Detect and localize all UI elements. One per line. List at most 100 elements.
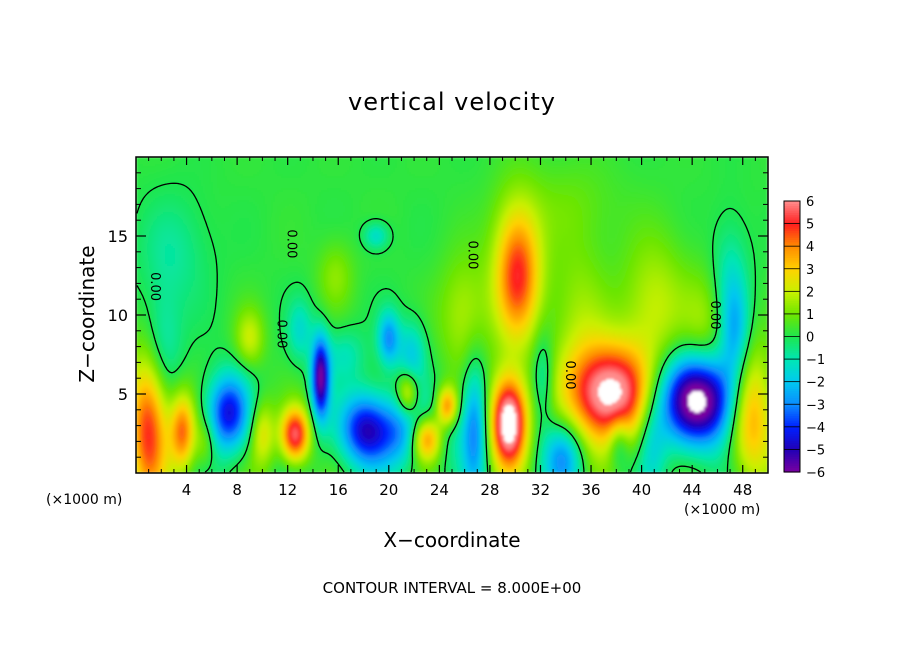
colorbar-tick-label: −2	[806, 376, 825, 391]
colorbar-swatch	[784, 356, 800, 360]
colorbar-swatch	[784, 413, 800, 417]
colorbar-swatch	[784, 399, 800, 403]
y-axis-label: Z−coordinate	[75, 245, 99, 383]
colorbar-swatch	[784, 273, 800, 277]
colorbar-swatch	[784, 411, 800, 414]
colorbar-swatch	[784, 255, 800, 259]
colorbar-swatch	[784, 241, 800, 245]
colorbar-swatch	[784, 462, 800, 466]
colorbar-swatch	[784, 248, 800, 252]
colorbar-swatch	[784, 397, 800, 401]
colorbar-swatch	[784, 361, 800, 365]
colorbar-swatch	[784, 237, 800, 240]
colorbar-swatch	[784, 216, 800, 220]
colorbar-swatch	[784, 277, 800, 281]
colorbar-swatch	[784, 311, 800, 315]
x-tick-label: 48	[733, 481, 752, 499]
colorbar-swatch	[784, 420, 800, 423]
colorbar-swatch	[784, 318, 800, 322]
colorbar-tick-label: 4	[806, 240, 814, 255]
colorbar-swatch	[784, 379, 800, 383]
y-tick-label: 5	[118, 385, 128, 404]
y-tick-label: 15	[108, 227, 128, 246]
colorbar-swatch	[784, 388, 800, 392]
colorbar-swatch	[784, 426, 800, 430]
colorbar-swatch	[784, 404, 800, 408]
colorbar-tick-label: −3	[806, 398, 825, 413]
colorbar-swatch	[784, 458, 800, 462]
colorbar-swatch	[784, 207, 800, 211]
colorbar-swatch	[784, 291, 800, 295]
colorbar-swatch	[784, 264, 800, 268]
colorbar-tick-label: −4	[806, 421, 825, 436]
colorbar-swatch	[784, 252, 800, 256]
colorbar-swatch	[784, 214, 800, 218]
colorbar-swatch	[784, 221, 800, 225]
colorbar-swatch	[784, 300, 800, 304]
colorbar-swatch	[784, 329, 800, 333]
colorbar-swatch	[784, 289, 800, 292]
colorbar-swatch	[784, 320, 800, 324]
contour-label: 0.00	[147, 272, 162, 301]
colorbar-swatch	[784, 201, 800, 204]
colorbar-swatch	[784, 469, 800, 473]
x-tick-label: 8	[232, 481, 242, 499]
colorbar-swatch	[784, 219, 800, 222]
colorbar-swatch	[784, 334, 800, 338]
colorbar-swatch	[784, 456, 800, 460]
contour-label: 0.00	[562, 361, 577, 390]
x-tick-label: 32	[531, 481, 550, 499]
x-tick-label: 36	[581, 481, 600, 499]
x-unit-label-right: (×1000 m)	[684, 502, 761, 518]
x-tick-label: 20	[379, 481, 398, 499]
contour-labels: 0.00 0.00 0.00 0.00 0.00 0.00	[147, 229, 722, 389]
colorbar-swatch	[784, 295, 800, 299]
colorbar-swatch	[784, 401, 800, 405]
colorbar-swatch	[784, 350, 800, 353]
colorbar-swatch	[784, 465, 800, 469]
colorbar-swatch	[784, 246, 800, 250]
colorbar-swatch	[784, 257, 800, 261]
colorbar-swatch	[784, 345, 800, 349]
colorbar-swatch	[784, 316, 800, 320]
colorbar-swatch	[784, 395, 800, 399]
colorbar-swatch	[784, 341, 800, 344]
colorbar-swatch	[784, 392, 800, 396]
y-tick-label: 10	[108, 306, 128, 325]
colorbar-swatch	[784, 453, 800, 457]
colorbar-swatch	[784, 363, 800, 367]
colorbar-swatch	[784, 266, 800, 270]
contour-level-0	[136, 182, 757, 473]
colorbar-swatch	[784, 451, 800, 455]
colorbar-swatch	[784, 205, 800, 209]
colorbar-swatch	[784, 268, 800, 272]
velocity-field	[136, 157, 768, 473]
colorbar-swatch	[784, 298, 800, 301]
colorbar-tick-label: 6	[806, 195, 814, 210]
x-tick-label: 16	[329, 481, 348, 499]
colorbar-swatch	[784, 327, 800, 331]
colorbar-swatch	[784, 343, 800, 347]
colorbar-swatch	[784, 368, 800, 371]
colorbar-swatch	[784, 442, 800, 446]
colorbar-swatch	[784, 438, 800, 441]
colorbar-swatch	[784, 313, 800, 317]
colorbar-swatch	[784, 408, 800, 412]
colorbar-swatch	[784, 447, 800, 451]
colorbar: 6 5 4 3 2 1 0 −1 −2 −3 −4 −5 −6	[783, 195, 825, 481]
x-tick-label: 44	[683, 481, 702, 499]
colorbar-swatch	[784, 282, 800, 286]
colorbar-swatch	[784, 223, 800, 227]
contour-label: 0.00	[274, 319, 289, 348]
x-tick-label: 28	[480, 481, 499, 499]
colorbar-swatch	[784, 302, 800, 306]
colorbar-swatch	[784, 293, 800, 297]
y-axis: 5 10 15	[108, 172, 768, 458]
colorbar-tick-label: 2	[806, 285, 814, 300]
colorbar-swatch	[784, 338, 800, 342]
contour-lines	[136, 182, 757, 473]
x-tick-label: 40	[632, 481, 651, 499]
colorbar-swatch	[784, 284, 800, 288]
colorbar-swatch	[784, 440, 800, 444]
colorbar-swatch	[784, 435, 800, 439]
